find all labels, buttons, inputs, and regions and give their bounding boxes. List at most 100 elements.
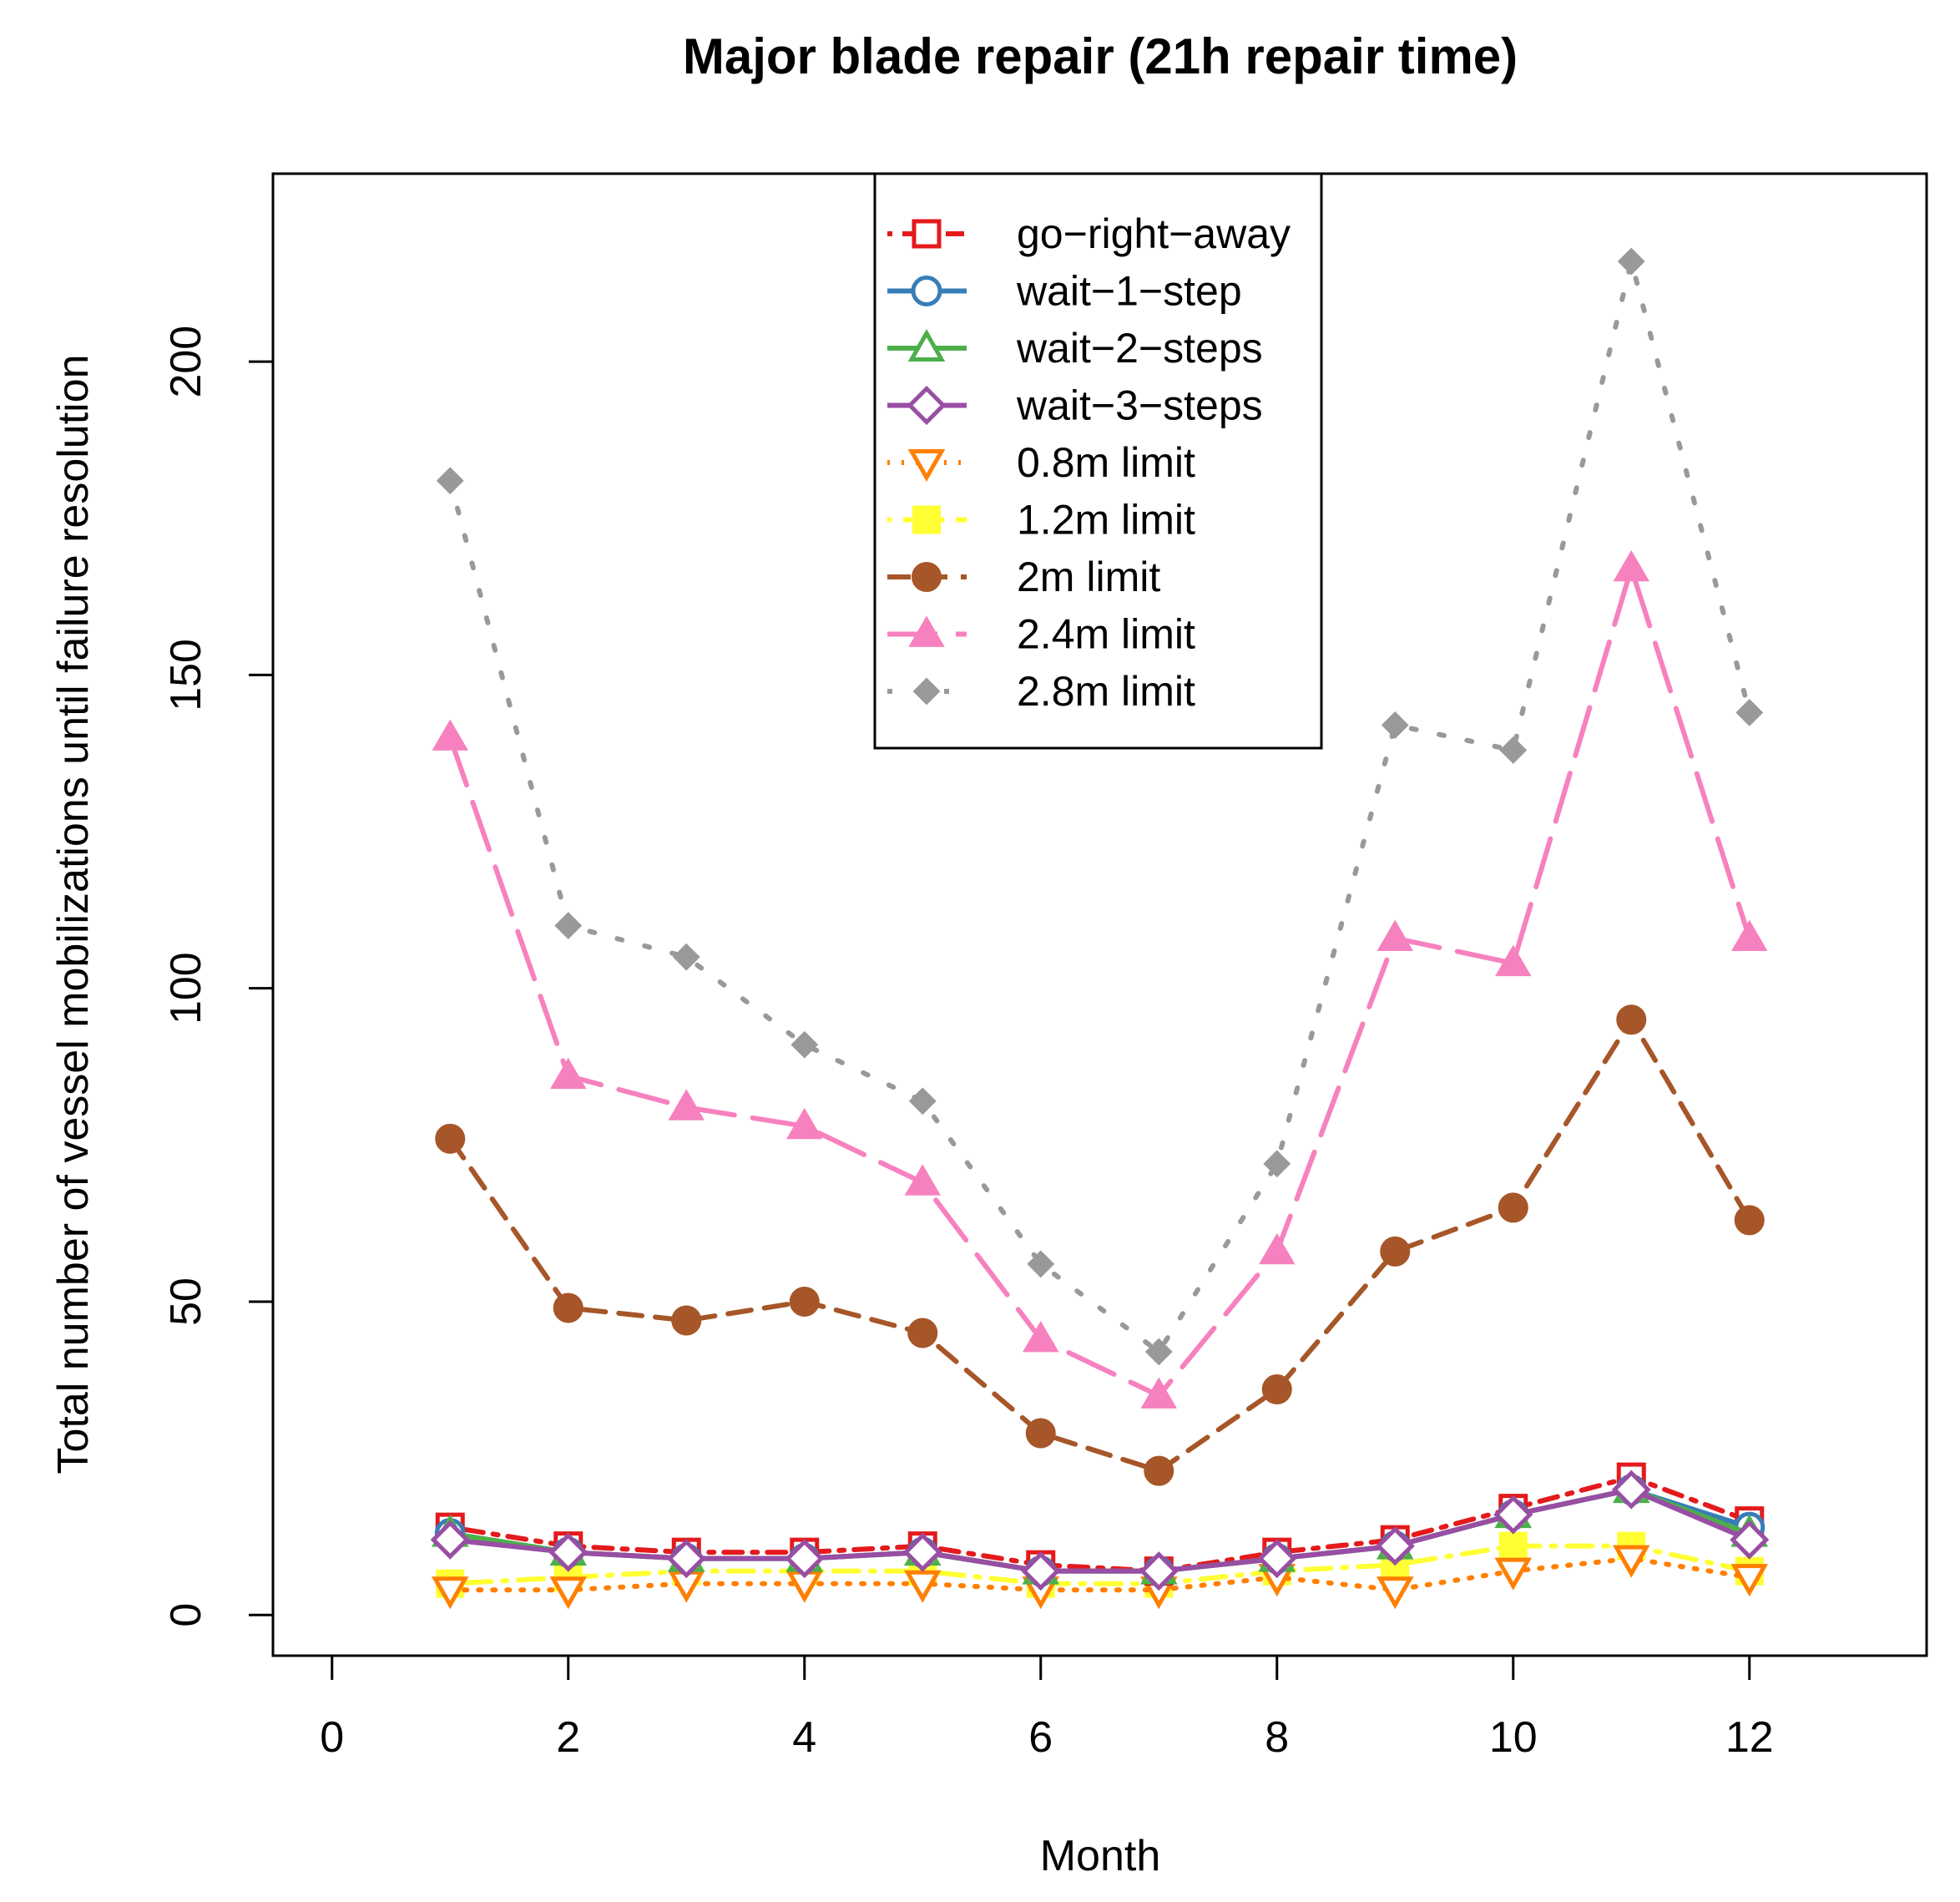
data-point: [1730, 1564, 1769, 1597]
data-point: [1025, 1418, 1056, 1449]
data-point: [1611, 1469, 1651, 1510]
chart-title: Major blade repair (21h repair time): [683, 28, 1518, 84]
data-point: [1027, 1250, 1055, 1278]
data-point: [1731, 919, 1768, 952]
x-tick-label: 6: [1028, 1713, 1053, 1762]
data-point: [1613, 549, 1649, 582]
data-point: [1612, 1545, 1650, 1578]
data-point: [1381, 711, 1409, 739]
series-line: [447, 1017, 1752, 1474]
data-point: [786, 1107, 823, 1140]
data-point: [554, 912, 583, 940]
series-line: [447, 1543, 1752, 1586]
legend-marker: [912, 562, 942, 592]
y-axis: 0 50 100 150 200: [162, 326, 275, 1627]
data-point: [668, 1089, 705, 1120]
data-point: [1140, 1377, 1177, 1409]
data-point: [550, 1057, 587, 1090]
legend-marker: [907, 449, 946, 483]
data-point: [1617, 247, 1645, 276]
data-point: [1023, 1320, 1059, 1353]
x-tick-label: 12: [1725, 1713, 1774, 1762]
series-layer: [430, 247, 1770, 1610]
series-3: [430, 1469, 1770, 1591]
data-point: [432, 719, 468, 751]
legend-marker: [912, 677, 941, 706]
x-axis-label: Month: [1040, 1832, 1161, 1880]
data-point: [1493, 1495, 1533, 1535]
data-point: [671, 1305, 702, 1336]
data-point: [902, 1532, 942, 1572]
series-6: [435, 1004, 1765, 1486]
data-point: [791, 1030, 819, 1059]
legend-marker: [907, 385, 947, 426]
x-axis: 0 2 4 6 8 10 12: [320, 1654, 1774, 1762]
data-point: [1498, 1531, 1528, 1561]
data-point: [785, 1539, 825, 1579]
data-point: [1377, 919, 1413, 952]
legend: go−right−away wait−1−step wait−2−steps wait…: [873, 172, 1323, 750]
x-tick-label: 2: [556, 1713, 580, 1762]
data-point: [435, 1123, 466, 1154]
data-point: [553, 1292, 583, 1323]
data-point: [1380, 1236, 1411, 1267]
data-point: [1730, 1520, 1770, 1560]
data-point: [1144, 1455, 1174, 1486]
data-point: [549, 1576, 588, 1610]
series-line: [447, 259, 1752, 1354]
x-tick-label: 0: [320, 1713, 344, 1762]
data-point: [1259, 1232, 1296, 1265]
data-point: [1376, 1576, 1414, 1610]
x-tick-label: 8: [1265, 1713, 1289, 1762]
series-8: [436, 247, 1764, 1366]
data-point: [1616, 1004, 1647, 1035]
data-point: [1735, 699, 1764, 726]
legend-label: 2.4m limit: [1017, 611, 1195, 658]
legend-marker: [908, 615, 945, 647]
data-point: [430, 1520, 470, 1560]
series-7: [432, 549, 1768, 1409]
data-point: [903, 1570, 942, 1603]
data-point: [908, 1087, 937, 1115]
series-line: [447, 565, 1752, 1399]
legend-marker: [911, 276, 942, 306]
data-point: [1261, 1374, 1292, 1405]
legend-label: wait−3−steps: [1016, 382, 1263, 429]
x-tick-label: 4: [792, 1713, 816, 1762]
data-point: [907, 1318, 938, 1348]
legend-label: 1.2m limit: [1017, 497, 1195, 544]
legend-marker: [912, 219, 942, 249]
y-tick-label: 0: [162, 1603, 210, 1627]
data-point: [1375, 1526, 1415, 1566]
data-point: [1263, 1150, 1291, 1178]
data-point: [436, 467, 464, 495]
data-point: [904, 1164, 941, 1196]
y-tick-label: 50: [162, 1277, 210, 1326]
data-point: [1498, 1192, 1528, 1223]
data-point: [672, 943, 700, 971]
legend-box: [873, 172, 1323, 750]
series-0: [435, 1462, 1765, 1586]
data-point: [1734, 1205, 1765, 1236]
legend-label: 2.8m limit: [1017, 668, 1195, 715]
data-point: [431, 1576, 469, 1610]
y-tick-label: 100: [162, 952, 210, 1024]
data-point: [1144, 1338, 1173, 1366]
data-point: [1021, 1551, 1061, 1591]
data-point: [1494, 1557, 1533, 1591]
data-point: [548, 1532, 589, 1572]
series-line: [447, 1555, 1752, 1593]
data-point: [789, 1286, 820, 1317]
data-point: [1499, 736, 1528, 764]
series-line: [447, 1487, 1752, 1574]
legend-marker: [912, 505, 941, 534]
y-tick-label: 150: [162, 639, 210, 711]
data-point: [666, 1539, 706, 1579]
legend-label: go−right−away: [1017, 210, 1291, 257]
legend-label: wait−1−step: [1016, 268, 1242, 315]
legend-marker: [907, 328, 946, 362]
series-line: [447, 1475, 1752, 1574]
y-tick-label: 200: [162, 326, 210, 398]
x-tick-label: 10: [1489, 1713, 1538, 1762]
